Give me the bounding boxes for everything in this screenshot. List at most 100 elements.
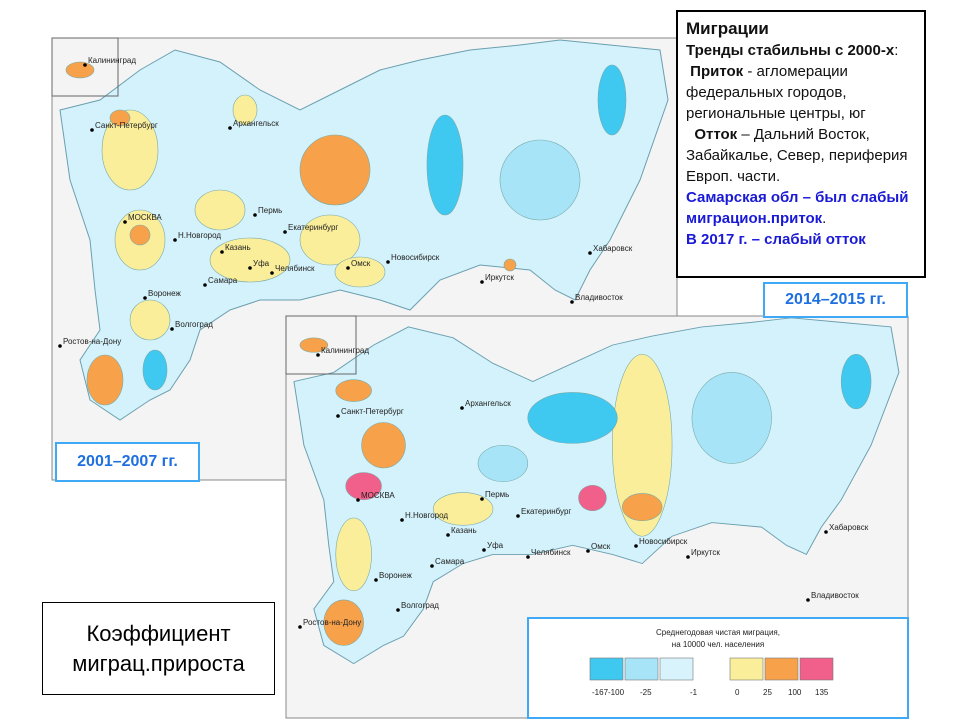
city-label: Екатеринбург [521, 507, 571, 516]
region [299, 214, 361, 266]
city-label: Н.Новгород [178, 231, 221, 240]
info-title: Миграции [686, 19, 769, 38]
city-label: Воронеж [379, 571, 412, 580]
region [597, 64, 627, 136]
city-label: Владивосток [575, 293, 623, 302]
city-label: Казань [451, 526, 477, 535]
city-label: Новосибирск [639, 537, 688, 546]
city-label: Ростов-на-Дону [303, 618, 361, 627]
info-box: Миграции Тренды стабильны с 2000-х: Прит… [676, 10, 926, 278]
city-dot [482, 548, 486, 552]
region [129, 299, 171, 341]
city-label: Новосибирск [391, 253, 440, 262]
city-label: Санкт-Петербург [95, 121, 158, 130]
city-dot [173, 238, 177, 242]
region [65, 61, 95, 79]
region [426, 114, 464, 216]
city-label: Волгоград [175, 320, 213, 329]
region [499, 139, 581, 221]
city-dot [123, 220, 127, 224]
caption-line: Коэффициент [86, 621, 231, 646]
legend-swatch [729, 657, 764, 681]
city-dot [346, 266, 350, 270]
region [335, 517, 372, 592]
city-dot [588, 251, 592, 255]
city-label: Челябинск [531, 548, 571, 557]
legend-label: -100 [608, 688, 625, 697]
city-label: Архангельск [233, 119, 279, 128]
region [299, 337, 329, 353]
city-label: Иркутск [485, 273, 514, 282]
legend-label: 25 [763, 688, 772, 697]
legend-swatch [659, 657, 694, 681]
city-dot [58, 344, 62, 348]
city-label: Владивосток [811, 591, 859, 600]
city-label: Хабаровск [829, 523, 869, 532]
city-label: Волгоград [401, 601, 439, 610]
region [232, 94, 258, 126]
region [323, 599, 364, 646]
city-label: Воронеж [148, 289, 181, 298]
city-dot [83, 63, 87, 67]
region [612, 353, 673, 537]
inset-frame [285, 315, 357, 375]
city-label: Омск [351, 259, 371, 268]
city-dot [686, 555, 690, 559]
city-label: Калининград [321, 346, 369, 355]
legend-label: -25 [640, 688, 652, 697]
region [477, 444, 529, 482]
legend-label: 135 [815, 688, 829, 697]
city-dot [824, 530, 828, 534]
region [86, 354, 124, 406]
region [129, 224, 151, 246]
city-dot [270, 271, 274, 275]
legend-label: -1 [690, 688, 698, 697]
region [527, 392, 618, 444]
city-label: Санкт-Петербург [341, 407, 404, 416]
region [299, 134, 371, 206]
city-label: Самара [208, 276, 238, 285]
city-label: Уфа [487, 541, 504, 550]
city-label: МОСКВА [128, 213, 162, 222]
city-dot [570, 300, 574, 304]
region [503, 258, 517, 272]
region [361, 422, 406, 469]
city-dot [283, 230, 287, 234]
city-label: Самара [435, 557, 465, 566]
region [432, 492, 494, 526]
legend-swatch [764, 657, 799, 681]
city-label: Челябинск [275, 264, 315, 273]
city-label: Пермь [485, 490, 509, 499]
trend: Тренды стабильны с 2000-х [686, 42, 895, 59]
city-label: Пермь [258, 206, 282, 215]
region [622, 493, 663, 522]
legend-label: -167 [592, 688, 609, 697]
city-dot [400, 518, 404, 522]
city-dot [316, 353, 320, 357]
city-dot [526, 555, 530, 559]
legend-title: на 10000 чел. населения [672, 640, 764, 649]
legend-swatch [589, 657, 624, 681]
region [691, 372, 772, 464]
city-dot [228, 126, 232, 130]
city-dot [430, 564, 434, 568]
city-dot [356, 498, 360, 502]
city-dot [220, 250, 224, 254]
city-dot [396, 608, 400, 612]
region [101, 109, 159, 191]
samara-note: Самарская обл – был слабый миграцион.при… [686, 189, 909, 227]
city-label: Н.Новгород [405, 511, 448, 520]
inflow-text: - агломерации федеральных городов, регио… [686, 63, 866, 122]
city-label: Иркутск [691, 548, 720, 557]
caption: Коэффициент миграц.прироста [42, 602, 275, 695]
city-dot [480, 497, 484, 501]
legend-label: 100 [788, 688, 802, 697]
inset-frame [51, 37, 119, 97]
city-dot [634, 544, 638, 548]
city-dot [203, 283, 207, 287]
inflow-label: Приток [690, 63, 744, 80]
city-label: Казань [225, 243, 251, 252]
region [840, 353, 872, 410]
period-label: 2001–2007 гг. [55, 442, 200, 482]
